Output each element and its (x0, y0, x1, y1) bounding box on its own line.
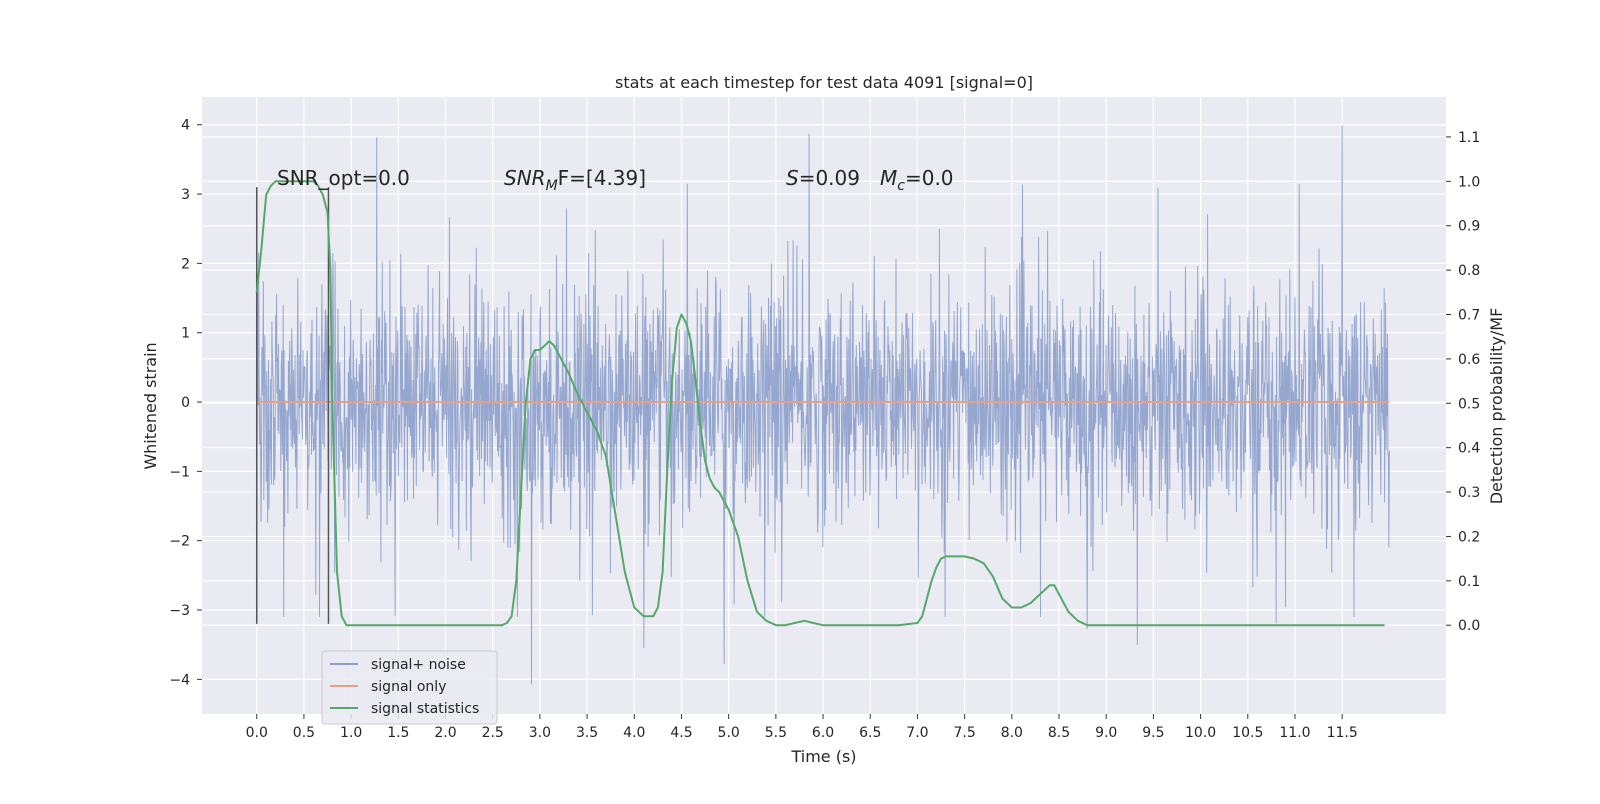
y2-tick-label: 1.1 (1458, 130, 1480, 146)
x-tick-label: 6.0 (812, 725, 834, 741)
y-tick-label: −2 (169, 534, 190, 550)
x-tick-label: 8.0 (1001, 725, 1023, 741)
annotation-mc-subscript: c (897, 178, 905, 194)
x-tick-label: 4.5 (670, 725, 692, 741)
y2-tick-label: 0.7 (1458, 308, 1480, 324)
y2-tick-label: 0.6 (1458, 352, 1480, 368)
annotation-s-symbol: S (786, 166, 799, 190)
series-signal-noise (256, 125, 1390, 685)
x-tick-label: 11.0 (1279, 725, 1310, 741)
x-tick-label: 0.5 (293, 725, 315, 741)
y2-tick-label: 0.3 (1458, 485, 1480, 501)
legend-box (321, 650, 498, 725)
legend-label-signal-only: signal only (371, 679, 446, 695)
x-tick-label: 7.0 (906, 725, 928, 741)
y-tick-label: 1 (181, 326, 190, 342)
x-tick-label: 3.0 (529, 725, 551, 741)
y2-tick-label: 0.0 (1458, 618, 1480, 634)
series-signal-statistics (255, 180, 1385, 627)
noise-line (256, 125, 1390, 685)
x-tick-label: 2.0 (434, 725, 456, 741)
y2-tick-label: 0.5 (1458, 396, 1480, 412)
y-tick-label: 4 (181, 118, 190, 134)
y-tick-label: 3 (181, 187, 190, 203)
x-tick-label: 4.0 (623, 725, 645, 741)
annotation-snr-mf-subscript: M (546, 178, 558, 194)
x-tick-label: 3.5 (576, 725, 598, 741)
x-tick-label: 2.5 (482, 725, 504, 741)
annotation-snr-opt: SNR_opt=0.0 (277, 166, 410, 190)
x-tick-label: 9.5 (1142, 725, 1164, 741)
x-tick-label: 6.5 (859, 725, 881, 741)
x-tick-label: 10.0 (1185, 725, 1216, 741)
x-tick-label: 7.5 (954, 725, 976, 741)
chart-title: stats at each timestep for test data 409… (615, 73, 1033, 92)
y-tick-label: 0 (181, 395, 190, 411)
y2-tick-label: 1.0 (1458, 174, 1480, 190)
y2-tick-label: 0.2 (1458, 529, 1480, 545)
y-axis-label: Whitened strain (141, 342, 160, 469)
y-tick-label: 2 (181, 256, 190, 272)
y-tick-label: −1 (169, 464, 190, 480)
y2-tick-label: 0.1 (1458, 574, 1480, 590)
x-tick-label: 11.5 (1327, 725, 1358, 741)
y2-axis-label: Detection probability/MF (1487, 308, 1506, 505)
annotation-snr-mf: SNRMF=[4.39] (504, 166, 646, 194)
x-tick-label: 5.0 (718, 725, 740, 741)
legend-label-signal-noise: signal+ noise (371, 657, 466, 673)
y-axis-ticks: 4 3 2 1 0 −1 −2 −3 −4 (169, 118, 202, 688)
statistics-line (255, 180, 1385, 627)
x-tick-label: 1.5 (387, 725, 409, 741)
y2-tick-label: 0.8 (1458, 263, 1480, 279)
window-markers (255, 187, 330, 624)
y2-axis-ticks: 1.1 1.0 0.9 0.8 0.7 0.6 0.5 0.4 0.3 0.2 0.1 0.0 (1446, 130, 1480, 634)
y-tick-label: −4 (169, 672, 190, 688)
x-tick-label: 5.5 (765, 725, 787, 741)
x-tick-label: 8.5 (1048, 725, 1070, 741)
x-axis-label: Time (s) (790, 747, 856, 766)
annotation-s-value: =0.09 (799, 166, 860, 190)
x-axis-ticks: 0.0 0.5 1.0 1.5 2.0 2.5 3.0 3.5 4.0 4.5 5.0 5.5 6.0 6… (246, 714, 1358, 741)
x-tick-label: 0.0 (246, 725, 268, 741)
annotation-s: S=0.09 (786, 166, 860, 190)
legend-label-signal-statistics: signal statistics (371, 701, 479, 717)
annotation-mc: Mc=0.0 (880, 166, 954, 194)
y-tick-label: −3 (169, 603, 190, 619)
x-tick-label: 10.5 (1232, 725, 1263, 741)
x-tick-label: 9.0 (1095, 725, 1117, 741)
legend: signal+ noise signal only signal statist… (321, 650, 498, 725)
y2-tick-label: 0.4 (1458, 441, 1480, 457)
y2-tick-label: 0.9 (1458, 219, 1480, 235)
annotation-mc-symbol: M (880, 166, 897, 190)
x-tick-label: 1.0 (340, 725, 362, 741)
annotation-snr-mf-value: F=[4.39] (558, 166, 646, 190)
annotation-mc-value: =0.0 (905, 166, 954, 190)
annotation-snr-mf-main: SNR (504, 166, 546, 190)
